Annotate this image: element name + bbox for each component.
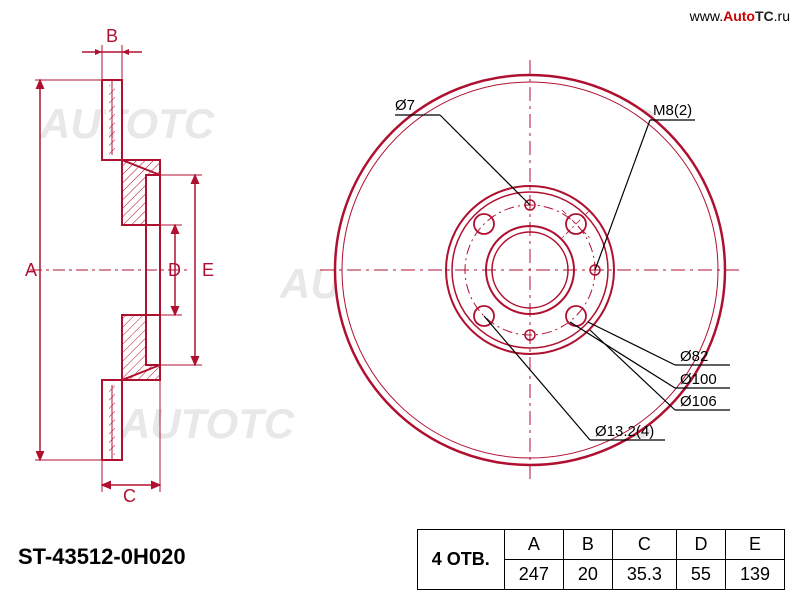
- drawing-container: A B C D E: [0, 0, 800, 600]
- callout-82: Ø82: [680, 348, 708, 365]
- table-header-row: 4 ОТВ. A B C D E: [417, 530, 784, 560]
- logo-brand1: Auto: [723, 8, 755, 24]
- callout-106: Ø106: [680, 393, 717, 410]
- dim-d-label: D: [168, 260, 181, 280]
- dimension-table: 4 ОТВ. A B C D E 247 20 35.3 55 139: [417, 529, 785, 590]
- tv-a: 247: [504, 560, 563, 590]
- front-view: Ø7 M8(2) Ø82 Ø100 Ø106 Ø13.2(4): [320, 60, 740, 480]
- dim-a-label: A: [25, 260, 37, 280]
- callout-d7: Ø7: [395, 97, 415, 114]
- dim-b-label: B: [106, 26, 118, 46]
- dim-c-label: C: [123, 486, 136, 506]
- th-a: A: [504, 530, 563, 560]
- logo-suffix: .ru: [774, 8, 790, 24]
- tv-c: 35.3: [612, 560, 676, 590]
- dim-e-label: E: [202, 260, 214, 280]
- part-number: ST-43512-0H020: [18, 544, 186, 570]
- th-b: B: [563, 530, 612, 560]
- site-logo: www.AutoTC.ru: [690, 8, 790, 24]
- technical-drawing: A B C D E: [0, 0, 800, 600]
- th-d: D: [676, 530, 725, 560]
- callout-m8: M8(2): [653, 102, 692, 119]
- logo-prefix: www.: [690, 8, 723, 24]
- side-view: A B C D E: [25, 26, 214, 506]
- tv-d: 55: [676, 560, 725, 590]
- tv-e: 139: [725, 560, 784, 590]
- hole-count-cell: 4 ОТВ.: [417, 530, 504, 590]
- callout-100: Ø100: [680, 371, 717, 388]
- logo-brand2: TC: [755, 8, 774, 24]
- tv-b: 20: [563, 560, 612, 590]
- callout-132: Ø13.2(4): [595, 423, 654, 440]
- th-e: E: [725, 530, 784, 560]
- th-c: C: [612, 530, 676, 560]
